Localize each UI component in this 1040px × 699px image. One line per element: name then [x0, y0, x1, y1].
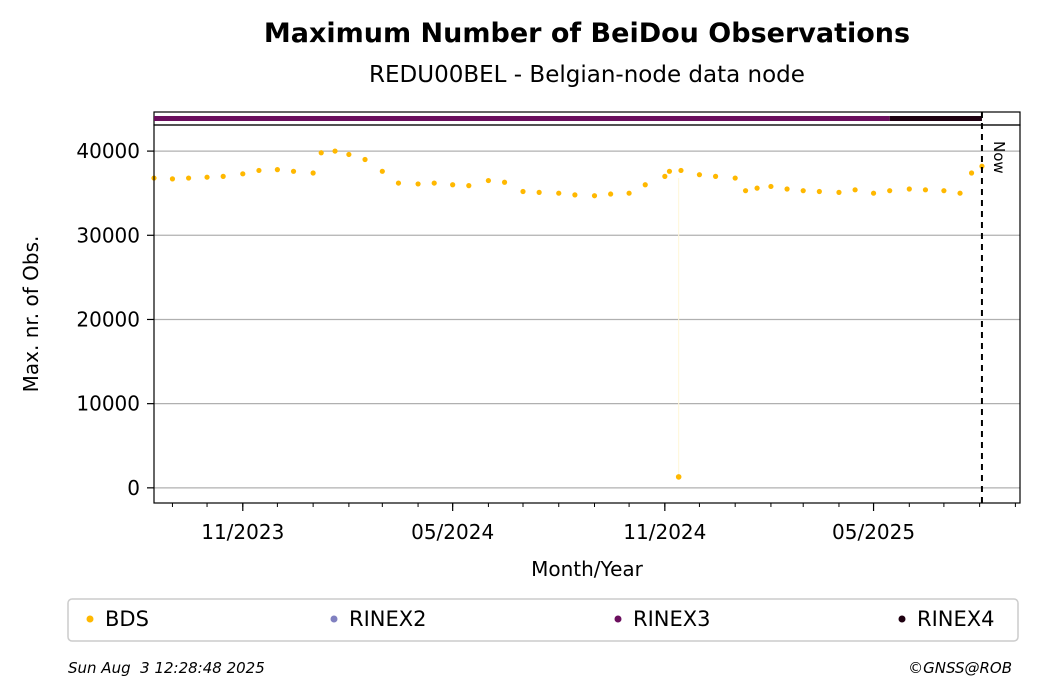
- x-axis-label: Month/Year: [531, 557, 644, 581]
- y-tick-label: 10000: [76, 392, 140, 416]
- x-tick-label: 11/2023: [201, 520, 284, 544]
- bds-point: [520, 188, 526, 195]
- bds-point: [922, 187, 929, 193]
- legend-items: BDS RINEX2 RINEX3 RINEX4: [86, 607, 995, 631]
- axis-ticks: 0 10000 20000 30000 40000 11/2023 05/2024 11/20…: [76, 139, 1016, 544]
- y-tick-label: 0: [127, 476, 140, 500]
- bds-point: [572, 192, 578, 198]
- bds-point: [696, 172, 703, 178]
- bds-point: [800, 188, 806, 194]
- bds-point: [204, 174, 210, 180]
- x-tick-label: 05/2024: [411, 520, 494, 544]
- legend-label: BDS: [105, 607, 149, 631]
- bds-point: [318, 150, 324, 156]
- bds-point: [852, 187, 858, 193]
- bds-point: [466, 183, 472, 189]
- y-tick-label: 30000: [76, 223, 140, 247]
- bds-point: [591, 193, 598, 199]
- bds-point: [536, 189, 542, 195]
- legend-marker: [330, 615, 338, 623]
- bds-point: [675, 474, 682, 480]
- bds-point: [626, 190, 632, 196]
- bds-point: [431, 180, 437, 186]
- legend-label: RINEX3: [633, 607, 711, 631]
- bds-point: [742, 188, 749, 194]
- bds-point: [362, 156, 368, 163]
- bds-point: [662, 173, 668, 179]
- bds-point: [169, 176, 176, 182]
- data-points: [151, 148, 985, 480]
- bds-point: [979, 163, 985, 169]
- bds-point: [678, 167, 684, 174]
- footer-timestamp: Sun Aug 3 12:28:48 2025: [68, 659, 265, 677]
- bds-point: [346, 151, 352, 158]
- x-tick-label: 11/2024: [623, 520, 706, 544]
- footer-credit: ©GNSS@ROB: [908, 659, 1012, 677]
- bds-point: [379, 168, 385, 174]
- bds-point: [957, 190, 963, 196]
- bds-point: [310, 170, 316, 176]
- bds-point: [608, 191, 614, 197]
- bds-point: [816, 188, 822, 195]
- bds-point: [870, 190, 877, 196]
- bds-point: [906, 186, 912, 192]
- y-tick-label: 40000: [76, 139, 140, 163]
- bds-point: [941, 188, 947, 194]
- bds-point: [220, 173, 226, 179]
- bds-point: [754, 185, 760, 191]
- bds-point: [185, 175, 192, 181]
- bds-point: [666, 168, 673, 174]
- bds-point: [450, 182, 456, 188]
- legend-label: RINEX4: [917, 607, 995, 631]
- bds-point: [290, 168, 297, 174]
- chart-title: Maximum Number of BeiDou Observations: [264, 18, 910, 49]
- legend-marker: [86, 615, 94, 623]
- bds-point: [395, 180, 402, 186]
- bds-point: [415, 181, 421, 187]
- plot-area: [153, 124, 1021, 504]
- bds-point: [968, 170, 975, 176]
- bds-point: [274, 167, 280, 173]
- bds-point: [556, 190, 562, 196]
- bds-point: [732, 175, 738, 181]
- chart-subtitle: REDU00BEL - Belgian-node data node: [369, 62, 805, 88]
- legend: [67, 598, 1019, 642]
- bds-point: [784, 186, 790, 192]
- bds-point: [887, 188, 893, 194]
- y-tick-label: 20000: [76, 307, 140, 331]
- bds-point: [642, 182, 648, 188]
- bds-point: [256, 167, 262, 174]
- bds-point: [332, 148, 338, 154]
- bds-point: [836, 189, 842, 195]
- bds-point: [240, 171, 246, 177]
- bds-point: [712, 173, 719, 179]
- legend-label: RINEX2: [349, 607, 427, 631]
- bds-point: [501, 179, 508, 185]
- bds-point: [485, 177, 492, 184]
- x-tick-label: 05/2025: [832, 520, 915, 544]
- y-axis-label: Max. nr. of Obs.: [19, 236, 43, 393]
- legend-marker: [898, 615, 906, 623]
- bds-point: [768, 183, 774, 190]
- legend-marker: [614, 615, 622, 623]
- now-label: Now: [990, 141, 1008, 174]
- gridlines: [154, 150, 1020, 489]
